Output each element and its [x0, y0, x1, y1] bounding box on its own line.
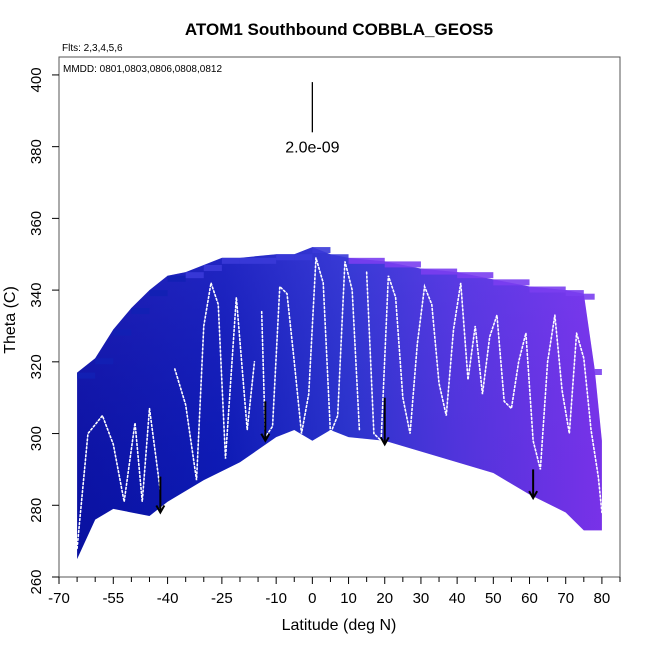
- curtain-edge-bin: [77, 372, 96, 379]
- arrow-marker-3: [379, 397, 390, 447]
- x-axis: -70 -55 -40 -25 -10 0 10 20 30 40 50 60 70 80: [48, 577, 621, 607]
- flights-note: Flts: 2,3,4,5,6: [62, 43, 123, 54]
- x-tick-label: -55: [102, 590, 124, 607]
- arrow-marker-1: [155, 476, 166, 515]
- field-layer: [77, 247, 602, 560]
- x-tick-label: 70: [557, 590, 574, 607]
- y-tick-label: 260: [28, 569, 45, 594]
- dates-note: MMDD: 0801,0803,0806,0808,0812: [63, 64, 222, 75]
- x-tick-label: -25: [211, 590, 233, 607]
- y-tick-label: 360: [28, 211, 45, 236]
- y-tick-label: 280: [28, 498, 45, 523]
- x-axis-label: Latitude (deg N): [282, 617, 397, 634]
- flight-trace-profile-2: [174, 282, 256, 481]
- arrow-marker-4: [528, 469, 539, 501]
- curtain-edge-bin: [529, 286, 566, 293]
- curtain-edge-bin: [493, 279, 530, 286]
- curtain-edge-bin: [420, 268, 458, 275]
- arrow-head: [155, 504, 166, 515]
- curtain-edge-bin: [583, 293, 595, 300]
- curtain-edge-bin: [113, 329, 132, 336]
- x-tick-label: 80: [594, 590, 611, 607]
- arrow-head: [528, 490, 539, 501]
- curtain-edge-bin: [239, 257, 277, 264]
- y-tick-label: 380: [28, 139, 45, 164]
- trace-layer: [76, 257, 603, 550]
- x-tick-label: 60: [521, 590, 538, 607]
- scale-bar-group: 2.0e-09: [285, 82, 340, 156]
- x-tick-label: 50: [485, 590, 502, 607]
- curtain-edge-bin: [457, 272, 494, 279]
- flight-trace-profile-1: [76, 408, 162, 550]
- y-axis-label: Theta (C): [2, 286, 19, 354]
- curtain-edge-bin: [185, 272, 204, 279]
- arrow-head: [379, 436, 390, 447]
- x-tick-label: 10: [340, 590, 357, 607]
- y-axis: 260 280 300 320 340 360 380 400: [28, 67, 59, 595]
- y-tick-label: 300: [28, 426, 45, 451]
- curtain-edge-bin: [384, 261, 421, 268]
- curtain-edge-bin: [330, 254, 349, 261]
- x-tick-label: 40: [449, 590, 466, 607]
- curtain-edge-bin: [167, 275, 186, 282]
- x-tick-label: 0: [308, 590, 316, 607]
- curtain-edge-bin: [221, 257, 240, 264]
- x-tick-label: -70: [48, 590, 70, 607]
- curtain-edge-bin: [294, 254, 313, 261]
- curtain-edge-bin: [565, 290, 584, 297]
- curtain-edge-bin: [203, 265, 222, 271]
- x-tick-label: 20: [376, 590, 393, 607]
- flight-trace-profile-4: [365, 271, 603, 514]
- y-tick-label: 320: [28, 354, 45, 379]
- curtain-edge-bin: [149, 290, 168, 297]
- curtain-edge-bin: [312, 247, 331, 254]
- curtain-edge-bin: [131, 308, 150, 315]
- scale-label: 2.0e-09: [285, 139, 339, 156]
- x-tick-label: -10: [265, 590, 287, 607]
- curtain-edge-bin: [276, 254, 295, 261]
- plot-frame: [58, 56, 621, 578]
- y-tick-label: 400: [28, 67, 45, 92]
- curtain-shading: [77, 247, 602, 560]
- curtain-edge-bin: [95, 358, 114, 365]
- arrow-head: [260, 433, 271, 443]
- curtain-edge-bin: [594, 369, 602, 375]
- arrow-layer: [155, 397, 539, 515]
- x-tick-label: -40: [157, 590, 179, 607]
- curtain-edge-bin: [348, 257, 385, 264]
- y-tick-label: 340: [28, 283, 45, 308]
- chart-title: ATOM1 Southbound COBBLA_GEOS5: [185, 20, 493, 39]
- x-tick-label: 30: [413, 590, 430, 607]
- arrow-marker-2: [260, 401, 271, 443]
- flight-trace-profile-3: [260, 257, 361, 440]
